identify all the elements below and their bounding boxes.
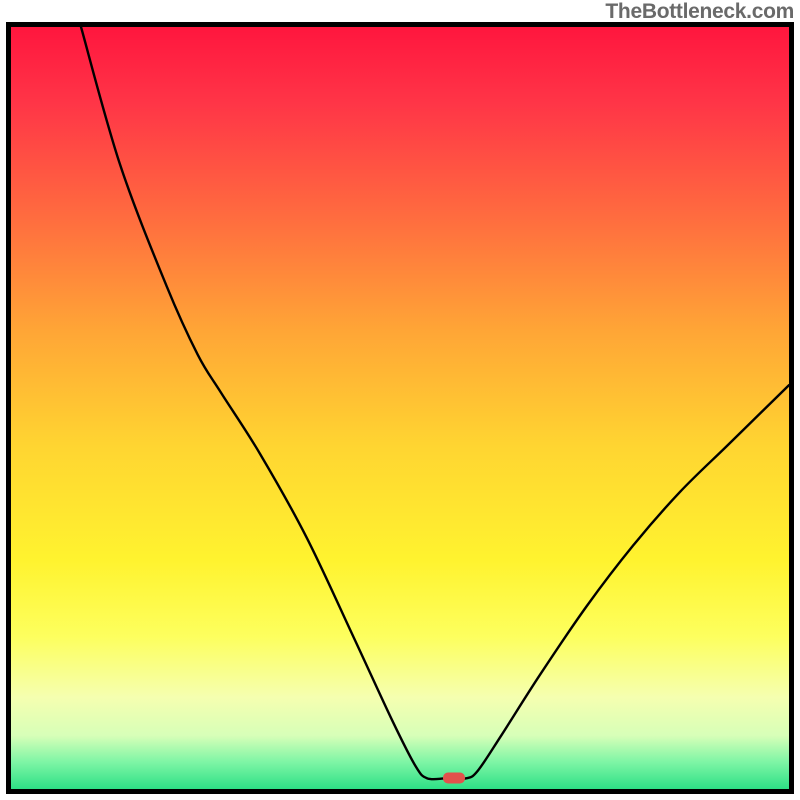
chart-container: TheBottleneck.com <box>0 0 800 800</box>
optimal-point-marker <box>443 773 465 784</box>
bottleneck-curve <box>81 27 789 779</box>
plot-area <box>6 22 794 794</box>
curve-layer <box>11 27 789 789</box>
watermark-text: TheBottleneck.com <box>605 0 794 24</box>
